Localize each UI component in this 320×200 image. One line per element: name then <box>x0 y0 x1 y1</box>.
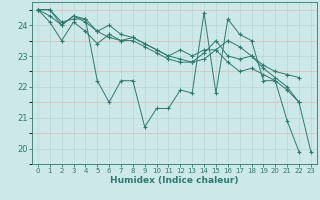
X-axis label: Humidex (Indice chaleur): Humidex (Indice chaleur) <box>110 176 239 185</box>
